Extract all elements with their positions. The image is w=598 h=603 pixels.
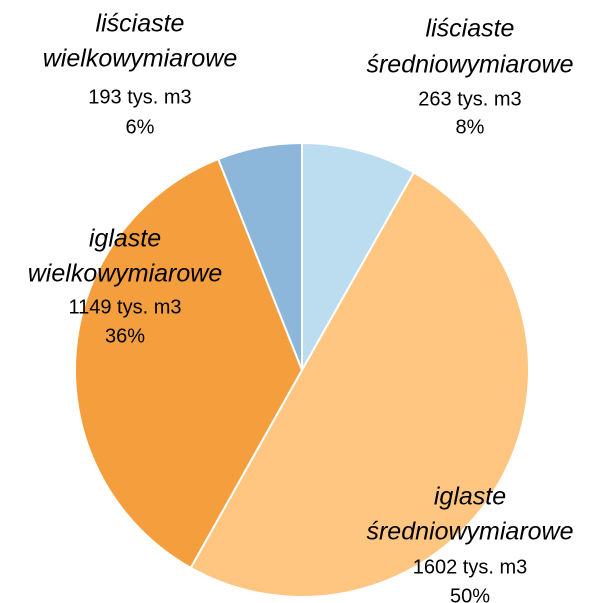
slice-name: średniowymiarowe <box>366 518 573 546</box>
slice-name: liściaste <box>96 10 185 38</box>
pie-slice <box>74 157 304 570</box>
slice-name: iglaste <box>89 225 161 253</box>
percent-label: 6% <box>126 116 155 138</box>
value-label: 193 tys. m3 <box>88 86 191 108</box>
pie-slice <box>301 141 416 374</box>
value-label: 1149 tys. m3 <box>68 296 181 318</box>
pie-slice <box>189 171 530 598</box>
slice-name: średniowymiarowe <box>366 51 573 79</box>
slice-name: wielkowymiarowe <box>28 260 223 288</box>
slice-name: liściaste <box>426 15 515 43</box>
percent-label: 8% <box>456 116 485 138</box>
percent-label: 36% <box>105 325 145 347</box>
slice-name: wielkowymiarowe <box>43 45 238 73</box>
percent-label: 50% <box>450 585 490 603</box>
value-label: 263 tys. m3 <box>418 88 521 110</box>
slice-name: iglaste <box>434 483 506 511</box>
pie-slice <box>216 141 303 371</box>
value-label: 1602 tys. m3 <box>413 556 528 578</box>
